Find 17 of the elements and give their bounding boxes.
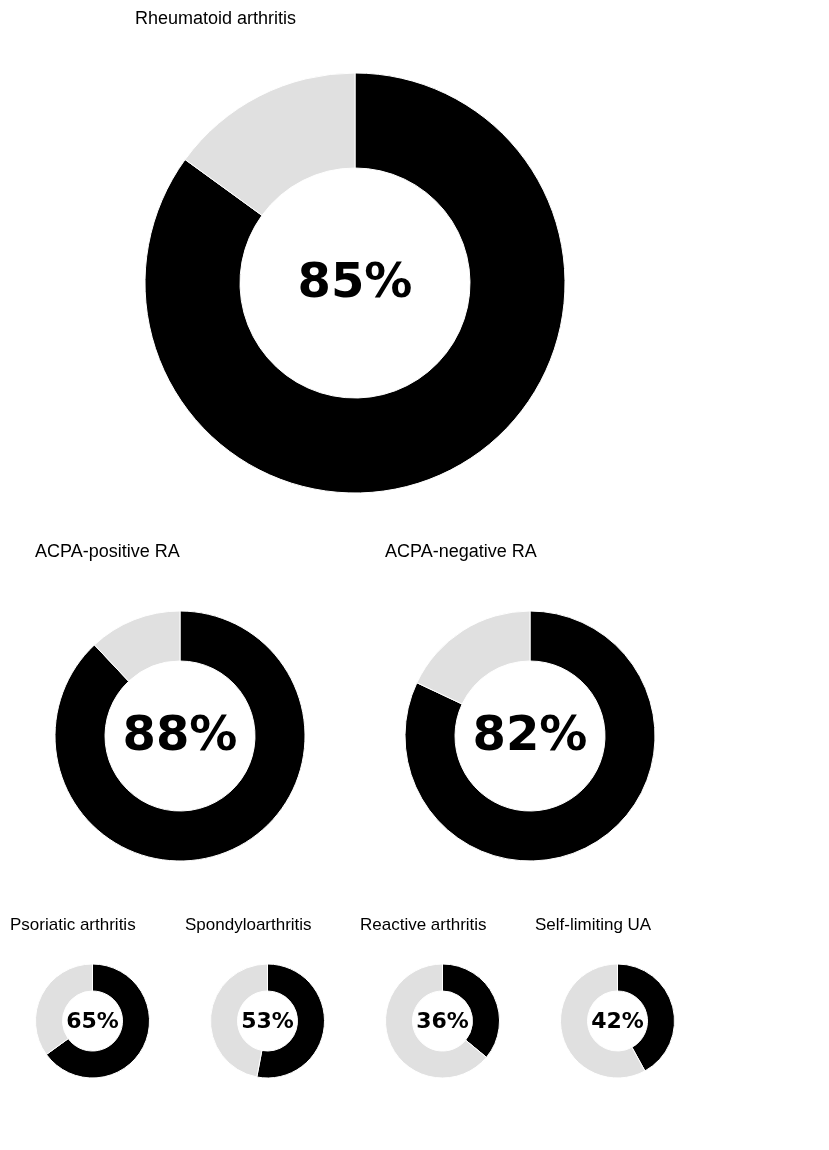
chart-title: Spondyloarthritis [185, 915, 312, 934]
data-label: 53% [241, 1008, 294, 1033]
chart-title: Self-limiting UA [535, 915, 652, 934]
data-label: 36% [416, 1008, 469, 1033]
donut-slice [54, 610, 306, 862]
data-label: 42% [591, 1008, 644, 1033]
donut-slice [144, 72, 566, 494]
chart-title: ACPA-negative RA [385, 541, 537, 561]
data-label: 65% [66, 1008, 119, 1033]
chart-title: Reactive arthritis [360, 915, 487, 934]
donut-slice [404, 610, 656, 862]
chart-title: Rheumatoid arthritis [135, 8, 297, 28]
data-label: 85% [297, 252, 413, 308]
data-label: 82% [472, 705, 588, 761]
data-label: 88% [122, 705, 238, 761]
chart-title: Psoriatic arthritis [10, 915, 136, 934]
chart-title: ACPA-positive RA [35, 541, 180, 561]
